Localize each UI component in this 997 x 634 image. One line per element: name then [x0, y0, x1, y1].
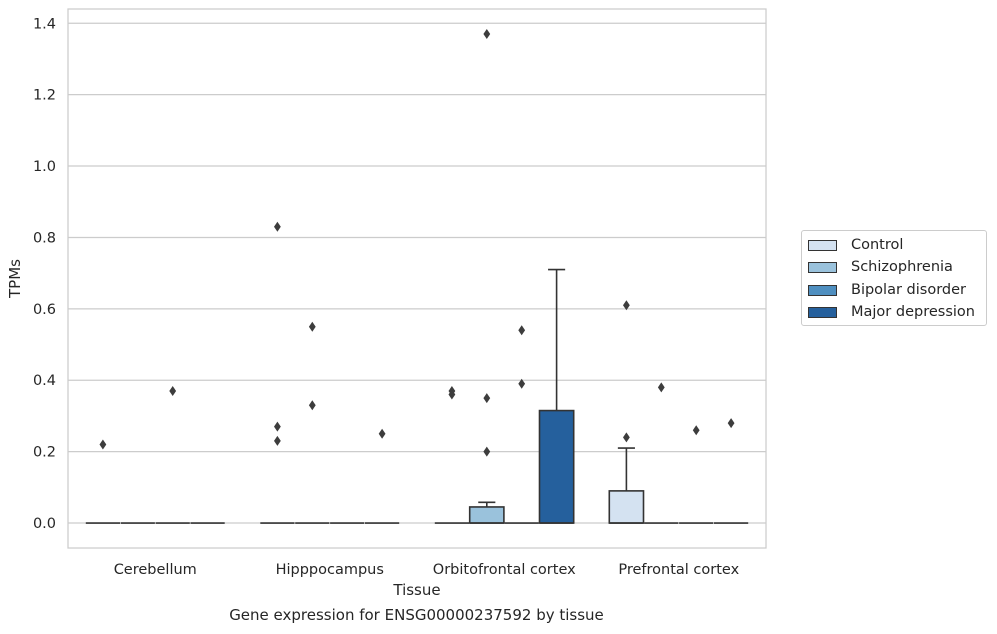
outlier-point: [692, 425, 700, 436]
legend-label: Schizophrenia: [851, 259, 953, 275]
legend-item-bipolar-disorder: Bipolar disorder: [808, 281, 966, 299]
y-tick-label: 0.4: [33, 373, 56, 389]
outlier-point: [623, 432, 630, 443]
legend-swatch-control: [808, 239, 837, 251]
y-tick-label: 1.0: [33, 159, 56, 175]
y-tick-label: 0.0: [33, 516, 56, 532]
outliers: [99, 28, 735, 457]
boxes: [85, 268, 749, 524]
legend-label: Control: [851, 237, 904, 253]
x-axis-title: Tissue: [392, 581, 440, 599]
y-tick-label: 0.2: [33, 445, 56, 461]
outlier-point: [727, 418, 735, 429]
outlier-point: [169, 385, 177, 396]
outlier-point: [623, 300, 630, 311]
x-tick-label: Cerebellum: [114, 562, 197, 578]
figure-caption: Gene expression for ENSG00000237592 by t…: [229, 606, 604, 624]
box-schizophrenia: [468, 501, 505, 524]
x-tick-label: Orbitofrontal cortex: [433, 562, 576, 578]
outlier-point: [378, 428, 386, 439]
outlier-point: [518, 325, 526, 336]
outlier-point: [518, 378, 526, 389]
legend: Control Schizophrenia Bipolar disorder M…: [801, 230, 987, 326]
outlier-point: [274, 421, 281, 432]
outlier-point: [657, 382, 665, 393]
x-tick-labels: Cerebellum Hipppocampus Orbitofrontal cort…: [114, 562, 740, 578]
outlier-point: [483, 393, 491, 404]
y-tick-label: 0.6: [33, 302, 56, 318]
box-control: [608, 447, 645, 524]
box-major-depression: [538, 268, 575, 524]
box-body: [608, 490, 645, 524]
outlier-point: [483, 28, 491, 39]
outlier-point: [308, 321, 316, 332]
y-axis-title: TPMs: [6, 259, 24, 299]
outlier-point: [99, 439, 107, 450]
legend-item-major-depression: Major depression: [808, 303, 975, 321]
legend-item-schizophrenia: Schizophrenia: [808, 258, 953, 276]
outlier-point: [448, 389, 456, 400]
y-tick-labels: 0.0 0.2 0.4 0.6 0.8 1.0 1.2 1.4: [33, 16, 56, 532]
y-tick-label: 1.2: [33, 88, 56, 104]
outlier-point: [274, 435, 281, 446]
outlier-point: [308, 400, 316, 411]
legend-swatch-bipolar-disorder: [808, 284, 837, 296]
x-tick-label: Prefrontal cortex: [618, 562, 739, 578]
legend-label: Major depression: [851, 304, 975, 320]
x-tick-label: Hipppocampus: [276, 562, 384, 578]
legend-item-control: Control: [808, 236, 903, 254]
box-body: [468, 506, 505, 524]
y-tick-label: 0.8: [33, 230, 56, 246]
legend-swatch-schizophrenia: [808, 261, 837, 273]
gridlines: [68, 22, 766, 524]
plot-frame: [67, 8, 767, 549]
legend-label: Bipolar disorder: [851, 282, 966, 298]
outlier-point: [274, 221, 281, 232]
legend-swatch-major-depression: [808, 306, 837, 318]
y-tick-label: 1.4: [33, 16, 56, 32]
box-body: [538, 409, 575, 524]
outlier-point: [483, 446, 491, 457]
